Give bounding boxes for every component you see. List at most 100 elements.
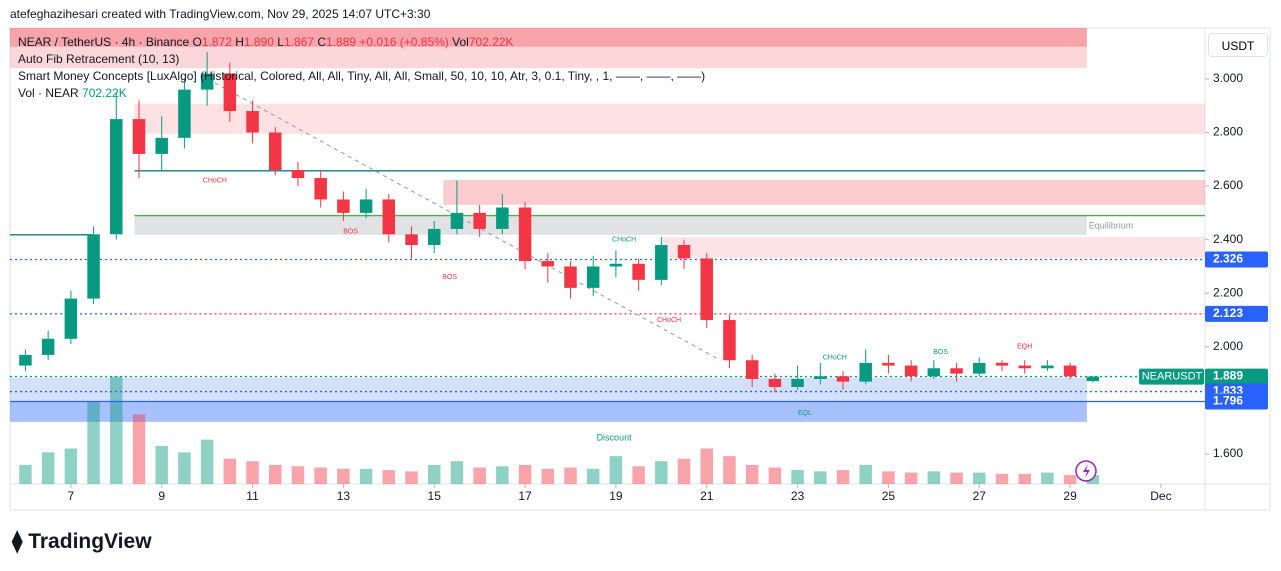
- candle-body: [64, 298, 78, 339]
- x-tick-label: 7: [68, 489, 75, 503]
- y-tick-label: 2.200: [1213, 285, 1243, 299]
- logo-text: TradingView: [28, 530, 152, 553]
- legend-row: NEAR / TetherUS · 4h · Binance O1.872 H1…: [18, 34, 705, 51]
- volume-value: 702.22K: [82, 86, 127, 100]
- x-tick-label: 11: [246, 489, 259, 503]
- ohlc-label: L: [277, 35, 284, 49]
- volume-bar: [564, 467, 577, 484]
- volume-bar: [609, 456, 623, 484]
- candle-body: [768, 378, 782, 388]
- annotation: CHoCH: [203, 178, 227, 185]
- annotation: Equilibrium: [1089, 221, 1134, 231]
- candle-body: [700, 258, 713, 321]
- y-tick-label: 2.800: [1213, 125, 1243, 139]
- volume-bar: [904, 472, 918, 484]
- candle-body: [950, 368, 963, 374]
- price-tag-label: 2.326: [1213, 252, 1243, 266]
- ohlc-label: O: [192, 35, 202, 49]
- candle-body: [41, 338, 55, 355]
- annotation: Discount: [597, 432, 633, 442]
- symbol: NEAR / TetherUS · 4h · Binance: [18, 35, 190, 49]
- annotation: CHoCH: [823, 354, 847, 361]
- candle-body: [882, 362, 895, 366]
- volume-bar: [155, 446, 168, 484]
- ohlc-label: C: [317, 35, 327, 49]
- ohlc-value: 1.872: [201, 35, 232, 49]
- annotation: CHoCH: [612, 237, 636, 244]
- candle-body: [110, 119, 123, 235]
- symbol-tag-label: NEARUSDT: [1142, 370, 1203, 382]
- volume-bar: [995, 473, 1009, 484]
- candle-body: [995, 362, 1009, 366]
- volume-bar: [745, 465, 759, 484]
- indicator: Auto Fib Retracement (10, 13): [18, 52, 180, 66]
- candle-body: [1086, 376, 1100, 382]
- volume-bar: [19, 465, 32, 484]
- volume-bar: [655, 461, 668, 484]
- volume-bar: [110, 376, 123, 484]
- volume-bar: [64, 448, 78, 484]
- candle-body: [927, 368, 941, 377]
- candle-body: [291, 169, 305, 179]
- zone: [661, 236, 1205, 258]
- volume-bar: [269, 465, 282, 484]
- annotation: BOS: [933, 349, 948, 356]
- volume-bar: [950, 472, 963, 484]
- volume-bar: [1063, 475, 1077, 484]
- candle-body: [269, 132, 282, 170]
- candle-body: [223, 73, 237, 112]
- x-tick-label: 9: [158, 489, 165, 503]
- candle-body: [155, 137, 168, 154]
- annotation: EQL: [798, 410, 812, 417]
- vol-value: 702.22K: [468, 35, 514, 49]
- candle-body: [814, 376, 827, 379]
- volume-bar: [291, 466, 305, 484]
- candle-body: [655, 245, 668, 280]
- volume-bar: [1041, 472, 1054, 484]
- candle-body: [518, 207, 532, 262]
- volume-bar: [473, 467, 486, 484]
- candle-body: [1063, 365, 1077, 377]
- candle-body: [427, 228, 441, 246]
- volume-bar: [1086, 475, 1100, 484]
- currency-button[interactable]: USDT: [1208, 33, 1268, 57]
- volume-bar: [723, 456, 736, 484]
- candle-body: [473, 212, 486, 229]
- volume-bar: [41, 452, 55, 484]
- candle-body: [791, 378, 804, 388]
- volume-bar: [927, 471, 941, 484]
- candle-body: [178, 89, 191, 138]
- candle-body: [496, 207, 509, 229]
- x-tick-label: 27: [973, 489, 987, 503]
- volume-bar: [496, 466, 509, 484]
- ohlc-value: 1.890: [243, 35, 274, 49]
- candle-body: [132, 119, 146, 154]
- price-tag: [1205, 305, 1268, 322]
- legend: NEAR / TetherUS · 4h · Binance O1.872 H1…: [18, 34, 705, 102]
- volume-bar: [677, 458, 691, 484]
- volume-bar: [973, 472, 986, 484]
- volume-bar: [87, 401, 100, 484]
- candle-body: [541, 261, 555, 267]
- candle-body: [723, 320, 736, 361]
- volume-bar: [791, 470, 804, 484]
- ohlc-label: H: [235, 35, 244, 49]
- candle-body: [19, 354, 32, 366]
- annotation: BOS: [442, 274, 457, 281]
- candle-body: [337, 199, 350, 213]
- volume-bar: [337, 468, 350, 484]
- volume-bar: [359, 468, 373, 484]
- price-tag-label: 1.889: [1213, 369, 1243, 383]
- alert-bolt: [1083, 464, 1090, 478]
- logo: ⧫ TradingView: [12, 530, 152, 553]
- volume-bar: [450, 461, 464, 484]
- volume-bar: [200, 439, 214, 484]
- x-tick-label: 17: [518, 489, 532, 503]
- symbol-tag: [1139, 368, 1204, 385]
- volume-bar: [382, 470, 396, 484]
- x-tick-label: 15: [428, 489, 442, 503]
- candle-body: [405, 234, 418, 246]
- fib-trend-line: [214, 82, 721, 361]
- candle-body: [586, 266, 600, 288]
